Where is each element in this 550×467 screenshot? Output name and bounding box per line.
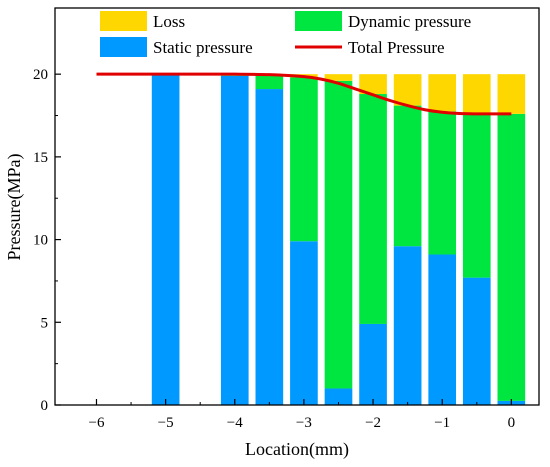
legend-swatch-static-pressure: [100, 37, 147, 57]
bar-static-pressure-2: [255, 89, 284, 406]
legend-label-total-pressure: Total Pressure: [348, 38, 445, 57]
legend-label-static-pressure: Static pressure: [153, 38, 253, 57]
total-pressure-line: [96, 72, 512, 116]
legend-swatch-loss: [100, 11, 147, 31]
bar-dynamic-pressure-7: [428, 111, 457, 255]
legend: Loss Dynamic pressure Static pressure Total…: [100, 11, 471, 57]
legend-label-loss: Loss: [153, 12, 185, 31]
bar-static-pressure-7: [428, 254, 457, 405]
y-tick-label: 0: [41, 398, 49, 414]
line-layer: [96, 72, 512, 116]
bar-layer: [151, 74, 526, 406]
bar-dynamic-pressure-9: [497, 113, 526, 401]
y-tick-label: 20: [33, 67, 48, 83]
x-tick-label: 0: [508, 415, 516, 431]
legend-swatch-dynamic-pressure: [295, 11, 342, 31]
y-tick-label: 5: [41, 315, 49, 331]
bar-static-pressure-1: [220, 75, 249, 405]
bar-dynamic-pressure-8: [462, 113, 491, 278]
bar-static-pressure-5: [359, 323, 387, 405]
bar-loss-9: [497, 74, 526, 114]
tick-layer: [55, 73, 512, 406]
bar-dynamic-pressure-2: [255, 74, 284, 90]
plot-frame: [54, 7, 540, 406]
x-tick-label: −6: [89, 415, 105, 431]
bar-static-pressure-3: [290, 241, 318, 405]
bar-loss-7: [428, 74, 457, 112]
tick-label-layer: −6 −5 −4 −3 −2 −1 0 0 5 10 15 20: [33, 67, 515, 431]
x-tick-label: −3: [296, 415, 312, 431]
bar-static-pressure-4: [324, 388, 353, 405]
y-tick-label: 10: [33, 233, 48, 249]
x-tick-label: −2: [365, 415, 381, 431]
bar-loss-8: [462, 74, 491, 114]
bar-static-pressure-0: [151, 74, 180, 406]
y-tick-label: 15: [33, 150, 48, 166]
x-tick-label: −5: [158, 415, 174, 431]
bar-loss-5: [359, 74, 387, 95]
bar-dynamic-pressure-4: [324, 80, 353, 389]
bar-static-pressure-6: [393, 246, 422, 405]
bar-dynamic-pressure-3: [290, 77, 318, 242]
x-axis-title: Location(mm): [245, 439, 349, 460]
x-tick-label: −4: [227, 415, 243, 431]
x-tick-label: −1: [434, 415, 450, 431]
bar-static-pressure-8: [462, 277, 491, 405]
legend-label-dynamic-pressure: Dynamic pressure: [348, 12, 471, 31]
bar-dynamic-pressure-5: [359, 94, 387, 324]
bar-loss-6: [393, 74, 422, 106]
bar-loss-4: [324, 74, 353, 81]
y-axis-title: Pressure(MPa): [4, 154, 25, 261]
bar-dynamic-pressure-6: [393, 105, 422, 247]
